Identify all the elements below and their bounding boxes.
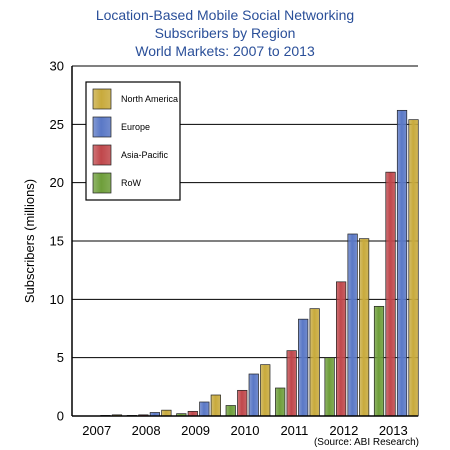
y-tick-label: 5 [57, 350, 64, 365]
x-tick-label: 2012 [329, 423, 358, 438]
bar-row-2013 [373, 305, 385, 417]
bar-europe-2012 [347, 233, 358, 417]
y-tick-label: 25 [50, 117, 64, 132]
legend-swatch-europe [92, 116, 112, 138]
legend-label: Europe [121, 122, 150, 132]
x-tick-label: 2009 [181, 423, 210, 438]
legend-swatch-north-america [92, 88, 112, 110]
bar-north-america-2008 [161, 409, 172, 417]
legend-swatch-asia-pacific [92, 144, 112, 166]
bar-asia-pacific-2013 [385, 171, 396, 417]
y-tick-label: 10 [50, 292, 64, 307]
x-tick-label: 2010 [231, 423, 260, 438]
x-tick-label: 2011 [280, 423, 308, 438]
bar-asia-pacific-2011 [286, 350, 297, 417]
bar-europe-2013 [396, 109, 408, 417]
bars [100, 109, 419, 417]
legend: North America Europe Asia-Pacific RoW [85, 81, 181, 201]
axes [71, 66, 418, 417]
y-tick-label: 30 [50, 59, 64, 74]
x-tick-label: 2008 [132, 423, 161, 438]
chart-title-line-3: World Markets: 2007 to 2013 [135, 43, 315, 59]
legend-label: RoW [121, 178, 142, 188]
bar-north-america-2012 [359, 238, 370, 417]
chart-title-line-1: Location-Based Mobile Social Networking [95, 7, 355, 23]
bar-north-america-2010 [260, 364, 271, 417]
y-tick-label: 0 [57, 409, 64, 424]
bar-row-2012 [324, 357, 335, 417]
bar-north-america-2009 [210, 394, 221, 417]
legend-label: North America [121, 94, 178, 104]
bar-row-2010 [225, 405, 236, 417]
chart-title-line-2: Subscribers by Region [154, 25, 296, 41]
y-tick-labels: 0 5 10 15 20 25 30 [50, 59, 64, 424]
legend-swatch-row [92, 172, 112, 194]
x-tick-label: 2007 [82, 423, 111, 438]
y-tick-label: 20 [50, 175, 64, 190]
y-tick-label: 15 [50, 234, 64, 249]
x-tick-label: 2013 [379, 423, 408, 438]
bar-north-america-2013 [408, 119, 419, 417]
bar-asia-pacific-2010 [237, 389, 248, 417]
bar-asia-pacific-2012 [336, 281, 347, 417]
bar-europe-2010 [248, 373, 259, 417]
bar-north-america-2011 [309, 308, 320, 417]
bar-europe-2009 [199, 401, 210, 417]
x-tick-labels: 2007 2008 2009 2010 2011 2012 2013 [82, 423, 407, 438]
bar-europe-2011 [298, 318, 309, 417]
y-axis-label: Subscribers (millions) [22, 179, 37, 303]
source-note: (Source: ABI Research) [314, 437, 419, 448]
bar-row-2011 [275, 387, 286, 417]
chart-title: Location-Based Mobile Social Networking … [0, 6, 450, 60]
legend-label: Asia-Pacific [121, 150, 169, 160]
